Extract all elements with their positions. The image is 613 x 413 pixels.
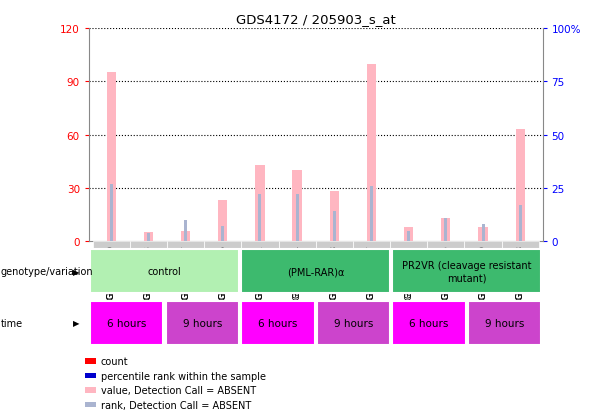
Text: count: count <box>101 356 128 366</box>
Text: ▶: ▶ <box>73 319 80 328</box>
Text: GSM538613: GSM538613 <box>144 244 153 299</box>
Text: percentile rank within the sample: percentile rank within the sample <box>101 370 265 381</box>
Text: 6 hours: 6 hours <box>409 318 449 328</box>
Bar <box>330 192 339 242</box>
Text: ▶: ▶ <box>73 267 80 276</box>
Bar <box>181 231 190 242</box>
Bar <box>167 242 204 293</box>
Bar <box>427 242 465 293</box>
Text: control: control <box>148 266 181 277</box>
Bar <box>85 387 96 393</box>
Bar <box>242 301 314 345</box>
Bar <box>392 301 466 345</box>
Bar <box>110 184 113 242</box>
Text: GSM538615: GSM538615 <box>441 244 451 299</box>
Bar <box>353 242 390 293</box>
Text: GSM538617: GSM538617 <box>367 244 376 299</box>
Bar <box>259 195 261 242</box>
Bar <box>468 301 541 345</box>
Bar <box>317 301 390 345</box>
Bar <box>242 250 390 293</box>
Text: 6 hours: 6 hours <box>258 318 297 328</box>
Bar <box>295 195 299 242</box>
Bar <box>441 218 451 242</box>
Bar <box>316 242 353 293</box>
Bar <box>85 358 96 364</box>
Bar <box>90 250 239 293</box>
Bar <box>482 225 484 242</box>
Bar <box>107 73 116 242</box>
Bar <box>519 205 522 242</box>
Bar <box>130 242 167 293</box>
Bar <box>292 171 302 242</box>
Text: GSM538612: GSM538612 <box>404 244 413 299</box>
Bar <box>255 165 265 242</box>
Bar <box>444 218 447 242</box>
Bar <box>204 242 242 293</box>
Text: PR2VR (cleavage resistant
mutant): PR2VR (cleavage resistant mutant) <box>402 261 531 282</box>
Text: 9 hours: 9 hours <box>334 318 373 328</box>
Text: genotype/variation: genotype/variation <box>1 266 93 277</box>
Bar <box>85 402 96 407</box>
Bar <box>143 233 153 242</box>
Bar <box>404 228 413 242</box>
Bar <box>367 64 376 242</box>
Title: GDS4172 / 205903_s_at: GDS4172 / 205903_s_at <box>236 13 395 26</box>
Bar <box>478 228 488 242</box>
Bar <box>370 186 373 242</box>
Text: value, Detection Call = ABSENT: value, Detection Call = ABSENT <box>101 385 256 395</box>
Bar <box>390 242 427 293</box>
Text: GSM538616: GSM538616 <box>218 244 227 299</box>
Bar <box>166 301 239 345</box>
Bar <box>184 221 187 242</box>
Text: time: time <box>1 318 23 328</box>
Bar <box>90 301 163 345</box>
Bar <box>93 242 130 293</box>
Text: 6 hours: 6 hours <box>107 318 147 328</box>
Text: (PML-RAR)α: (PML-RAR)α <box>287 266 345 277</box>
Text: GSM538614: GSM538614 <box>292 244 302 299</box>
Bar <box>407 231 410 242</box>
Text: rank, Detection Call = ABSENT: rank, Detection Call = ABSENT <box>101 399 251 410</box>
Bar <box>242 242 278 293</box>
Text: GSM538611: GSM538611 <box>256 244 264 299</box>
Bar <box>392 250 541 293</box>
Text: GSM538610: GSM538610 <box>107 244 116 299</box>
Text: GSM538618: GSM538618 <box>516 244 525 299</box>
Bar <box>221 227 224 242</box>
Text: 9 hours: 9 hours <box>183 318 222 328</box>
Text: GSM538608: GSM538608 <box>330 244 339 299</box>
Text: 9 hours: 9 hours <box>485 318 524 328</box>
Bar <box>147 233 150 242</box>
Bar <box>85 373 96 378</box>
Text: GSM538609: GSM538609 <box>479 244 487 299</box>
Text: GSM538607: GSM538607 <box>181 244 190 299</box>
Bar <box>333 212 336 242</box>
Bar <box>501 242 539 293</box>
Bar <box>278 242 316 293</box>
Bar <box>218 201 227 242</box>
Bar <box>465 242 501 293</box>
Bar <box>516 130 525 242</box>
